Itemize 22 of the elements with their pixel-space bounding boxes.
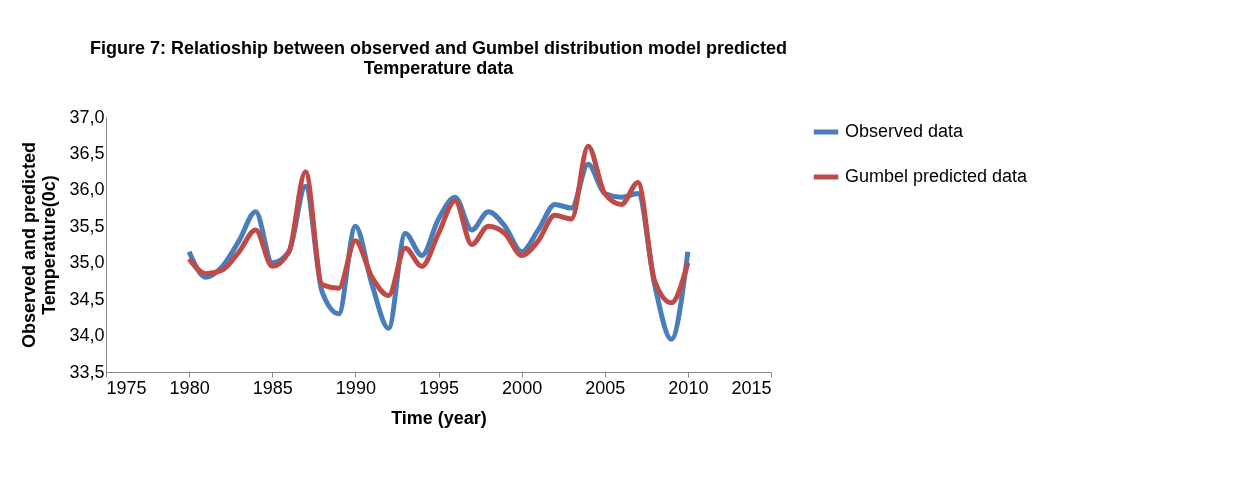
legend-label: Observed data xyxy=(845,121,965,141)
x-tick-label: 2000 xyxy=(502,377,543,398)
y-tick-label: 33,5 xyxy=(69,361,105,382)
x-tick-label: 2005 xyxy=(585,377,626,398)
legend-label: Gumbel predicted data xyxy=(845,166,1029,186)
chart-title: Figure 7: Relatioship between observed and Gumbel distribution model predicted Temperature data xyxy=(89,38,788,78)
x-tick-label: 2015 xyxy=(731,377,772,398)
y-tick-label: 35,5 xyxy=(69,215,105,236)
y-tick-label: 36,5 xyxy=(69,142,105,163)
x-tick-label: 1975 xyxy=(106,377,147,398)
x-axis-title: Time (year) xyxy=(391,407,487,428)
x-tick-label: 1995 xyxy=(418,377,460,398)
x-tick-label: 1985 xyxy=(252,377,293,398)
y-tick-label: 34,5 xyxy=(69,288,105,309)
y-tick-label: 37,0 xyxy=(69,106,105,127)
x-tick-label: 1980 xyxy=(169,377,210,398)
y-axis-title: Observed and predicted Temperature(0c) xyxy=(19,141,60,349)
x-tick-label: 2010 xyxy=(668,377,709,398)
x-tick-label: 1990 xyxy=(335,377,376,398)
y-tick-label: 35,0 xyxy=(69,252,105,273)
y-tick-label: 34,0 xyxy=(69,325,105,346)
y-tick-label: 36,0 xyxy=(69,179,105,200)
